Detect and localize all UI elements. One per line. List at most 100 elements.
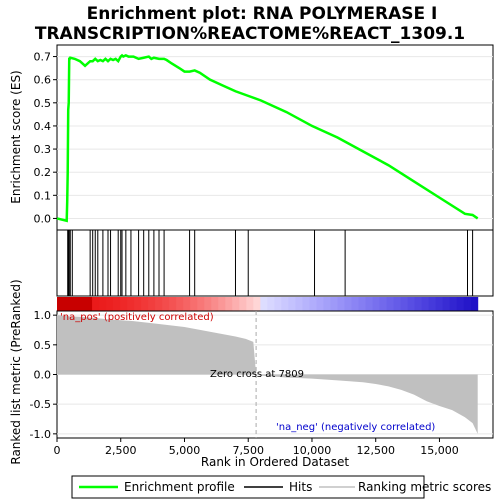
ranking-metric-area <box>57 315 478 434</box>
color-bar-segment <box>78 297 86 311</box>
rank-x-tick-label: 0 <box>54 444 61 457</box>
chart-title-line1: Enrichment plot: RNA POLYMERASE I <box>87 4 438 24</box>
rank-x-tick-label: 2,500 <box>105 444 137 457</box>
color-bar-segment <box>85 297 93 311</box>
rank-y-tick-label: 0.0 <box>34 369 52 382</box>
rank-y-tick-label: -0.5 <box>30 398 51 411</box>
color-bar-segment <box>106 297 114 311</box>
color-bar-segment <box>225 297 233 311</box>
color-bar-segment <box>148 297 156 311</box>
hits-panel <box>56 229 494 297</box>
color-bar-segment <box>155 297 163 311</box>
zero-cross-label: Zero cross at 7809 <box>210 369 304 380</box>
rank-x-tick-label: 15,000 <box>420 444 459 457</box>
color-bar-segment <box>253 297 261 311</box>
color-bar-segment <box>379 297 388 311</box>
color-bar-segment <box>92 297 100 311</box>
color-bar-segment <box>183 297 191 311</box>
color-bar-segment <box>288 297 296 311</box>
rank-x-tick-label: 12,500 <box>356 444 395 457</box>
es-y-tick-label: 0.6 <box>34 74 52 87</box>
color-bar-segment <box>358 297 367 311</box>
rank-panel: -1.0 -0.5 0.0 0.5 1.0 0 2,500 5,000 7,500 10,000… <box>9 279 494 469</box>
color-bar-segment <box>239 297 247 311</box>
positive-correlation-label: 'na_pos' (positively correlated) <box>60 312 214 323</box>
color-bar-segment <box>127 297 135 311</box>
color-bar-segment <box>414 297 423 311</box>
color-bar-segment <box>211 297 219 311</box>
color-bar-segment <box>407 297 416 311</box>
color-bar-segment <box>316 297 324 311</box>
color-bar-segment <box>71 297 79 311</box>
rank-x-axis-label: Rank in Ordered Dataset <box>201 455 349 469</box>
color-bar-segment <box>372 297 381 311</box>
color-bar-segment <box>134 297 142 311</box>
color-bar-segment <box>162 297 170 311</box>
color-bar-segment <box>190 297 198 311</box>
color-bar-segment <box>232 297 240 311</box>
color-bar-segment <box>64 297 72 311</box>
rank-x-tick-label: 7,500 <box>232 444 264 457</box>
es-gridlines <box>57 56 493 219</box>
color-bar-segment <box>351 297 360 311</box>
color-bar-segment <box>393 297 402 311</box>
color-bar-segment <box>120 297 128 311</box>
color-bar-segment <box>260 297 268 311</box>
es-plot-frame <box>56 44 494 231</box>
color-bar-segment <box>267 297 275 311</box>
color-bar-segment <box>337 297 345 311</box>
hits-plot-frame <box>56 229 494 297</box>
color-bar-segment <box>169 297 177 311</box>
color-bar-segment <box>197 297 205 311</box>
chart-title-line2: TRANSCRIPTION%REACTOME%REACT_1309.1 <box>35 24 465 44</box>
rank-y-axis-label: Ranked list metric (PreRanked) <box>9 279 23 464</box>
color-bar-segment <box>449 297 458 311</box>
color-bar-segment <box>456 297 465 311</box>
color-bar-segment <box>428 297 437 311</box>
rank-y-tick-label: 0.5 <box>34 339 52 352</box>
color-bar-segment <box>218 297 226 311</box>
legend-hits-label: Hits <box>289 480 312 494</box>
color-bar-segment <box>309 297 317 311</box>
color-bar-segment <box>302 297 310 311</box>
color-bar-segment <box>435 297 444 311</box>
es-y-tick-label: 0.1 <box>34 189 52 202</box>
rank-x-ticks: 0 2,500 5,000 7,500 10,000 12,500 15,000 <box>54 438 459 457</box>
color-bar-segment <box>57 297 65 311</box>
es-panel: 0.0 0.1 0.2 0.3 0.4 0.5 0.6 0.7 Enrichment scor… <box>9 44 494 231</box>
color-bar-segment <box>99 297 107 311</box>
color-bar-segment <box>365 297 374 311</box>
rank-x-tick-label: 10,000 <box>293 444 332 457</box>
color-bar-segment <box>204 297 212 311</box>
es-y-tick-label: 0.4 <box>34 120 52 133</box>
color-bar-segment <box>400 297 409 311</box>
color-bar-segment <box>344 297 352 311</box>
rank-x-tick-label: 5,000 <box>169 444 201 457</box>
legend: Enrichment profile Hits Ranking metric s… <box>71 475 491 499</box>
color-bar-segment <box>246 297 254 311</box>
es-y-ticks: 0.0 0.1 0.2 0.3 0.4 0.5 0.6 0.7 <box>34 51 57 225</box>
color-bar-segment <box>323 297 331 311</box>
hit-markers <box>67 230 474 296</box>
es-y-tick-label: 0.5 <box>34 97 52 110</box>
color-bar-segment <box>421 297 430 311</box>
rank-color-bar <box>57 297 479 311</box>
color-bar-segment <box>295 297 303 311</box>
color-bar-segment <box>386 297 395 311</box>
enrichment-profile-line <box>56 53 479 223</box>
color-bar-segment <box>442 297 451 311</box>
color-bar-segment <box>113 297 121 311</box>
color-bar-segment <box>470 297 479 311</box>
legend-ranking-label: Ranking metric scores <box>358 480 491 494</box>
rank-y-tick-label: 1.0 <box>34 309 52 322</box>
es-y-tick-label: 0.2 <box>34 166 52 179</box>
color-bar-segment <box>176 297 184 311</box>
color-bar-segment <box>141 297 149 311</box>
negative-correlation-label: 'na_neg' (negatively correlated) <box>276 422 435 433</box>
rank-y-ticks: -1.0 -0.5 0.0 0.5 1.0 <box>30 309 57 441</box>
color-bar-segment <box>330 297 338 311</box>
es-y-tick-label: 0.3 <box>34 143 52 156</box>
color-bar-segment <box>463 297 472 311</box>
color-bar-segment <box>274 297 282 311</box>
